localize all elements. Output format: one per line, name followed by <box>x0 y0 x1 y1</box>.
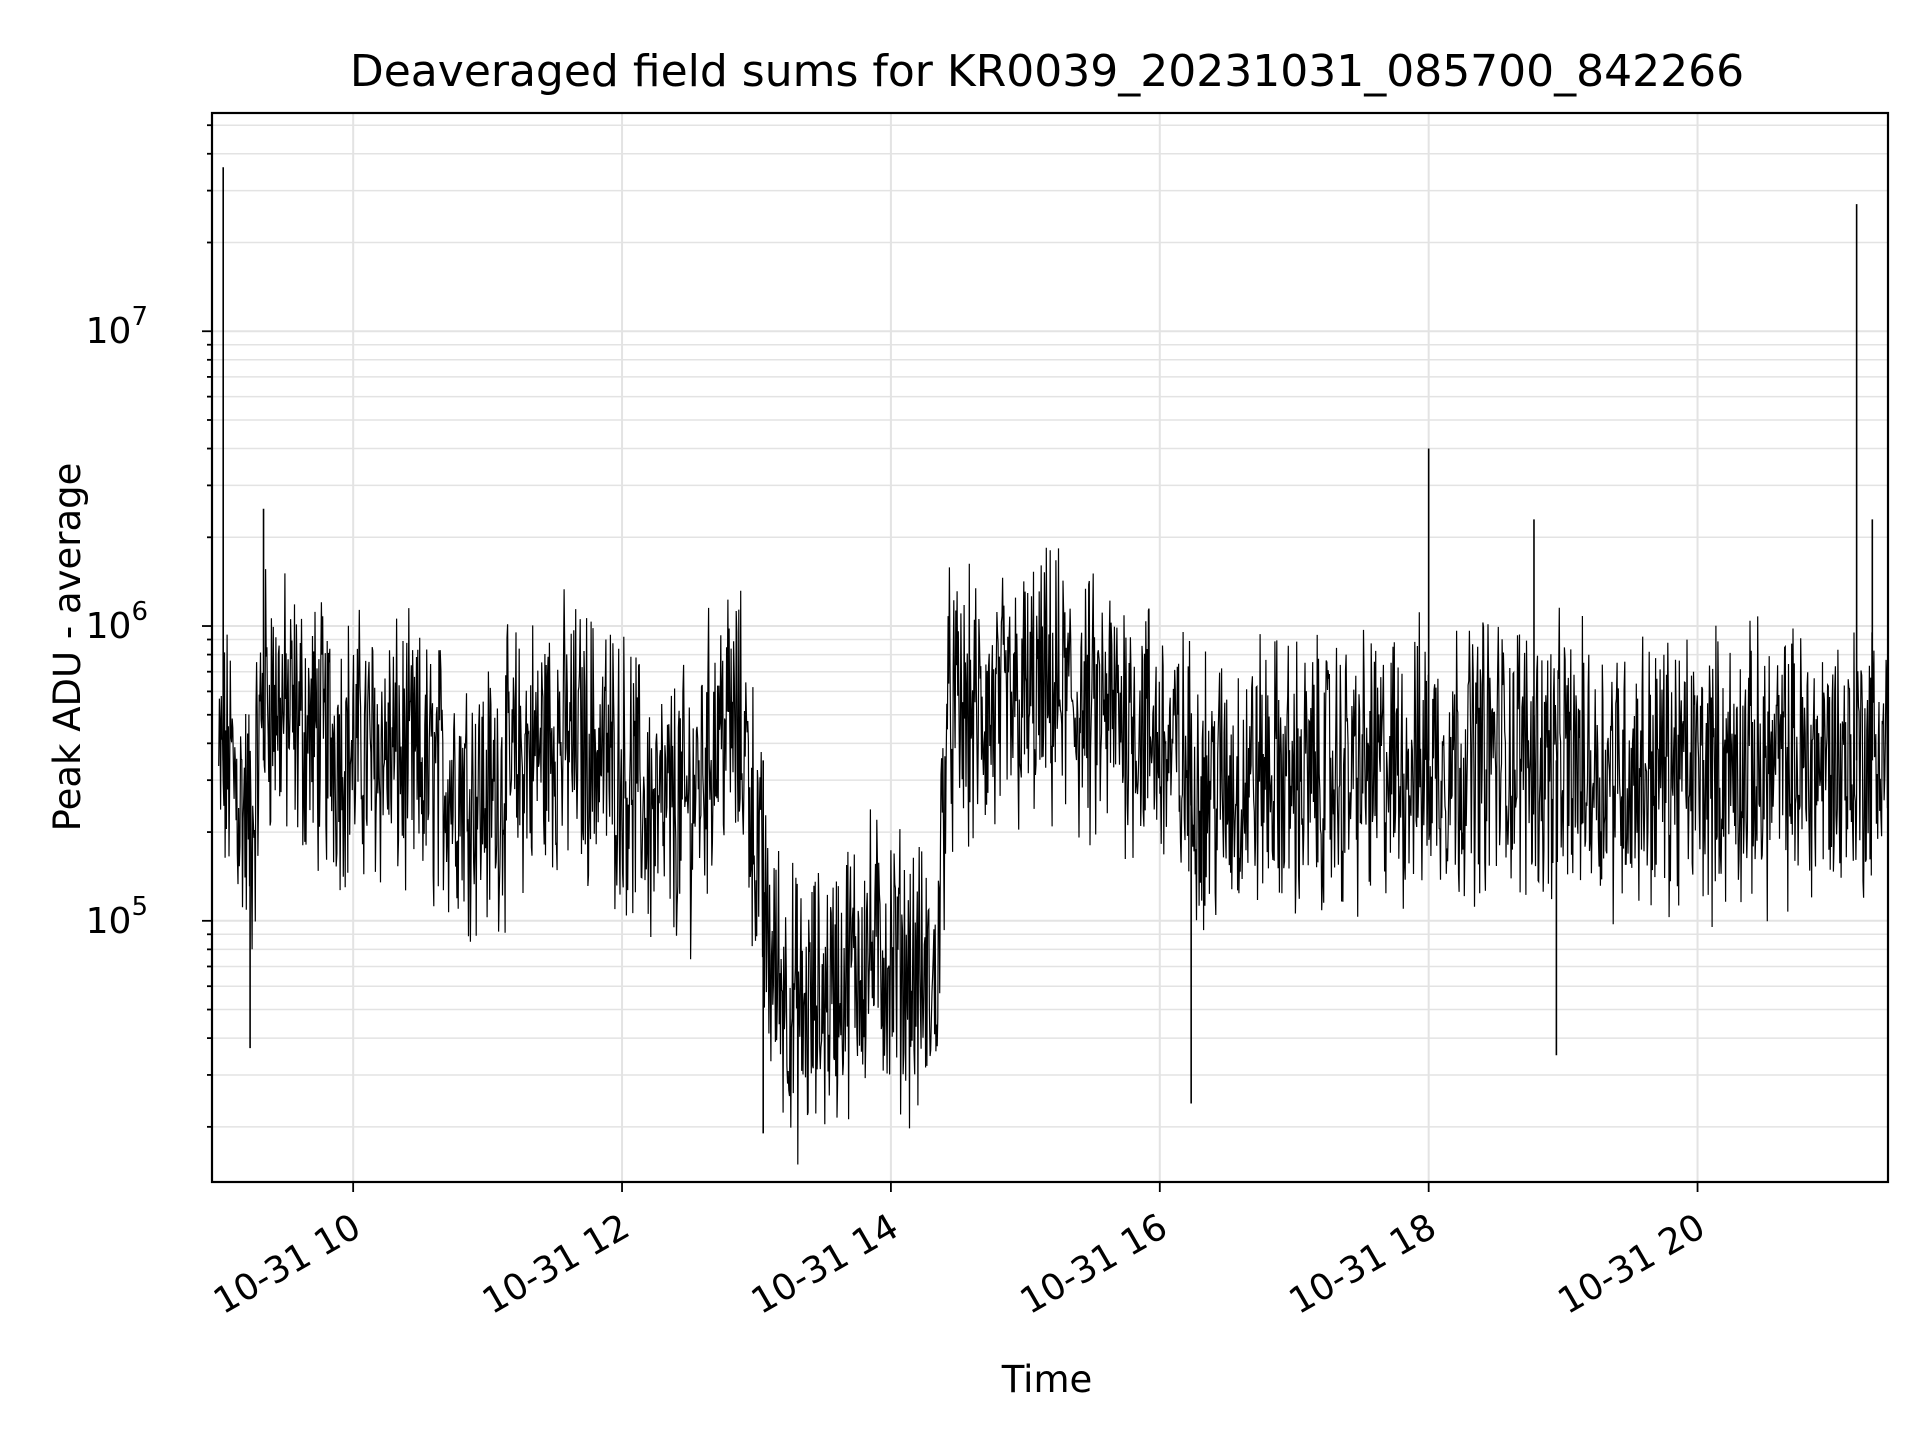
grid-layer <box>212 113 1888 1182</box>
y-axis-label: Peak ADU - average <box>46 463 89 832</box>
y-tick-label: 105 <box>86 892 148 942</box>
chart-title: Deaveraged field sums for KR0039_2023103… <box>350 46 1744 97</box>
series-line <box>218 547 1889 1165</box>
series-layer <box>218 167 1889 1165</box>
y-tick-label: 107 <box>86 302 148 352</box>
y-tick-label: 106 <box>86 597 148 647</box>
x-axis-label: Time <box>1001 1358 1093 1401</box>
plot-frame <box>210 111 1890 1184</box>
y-ticks: 105 106 107 <box>86 124 212 1128</box>
